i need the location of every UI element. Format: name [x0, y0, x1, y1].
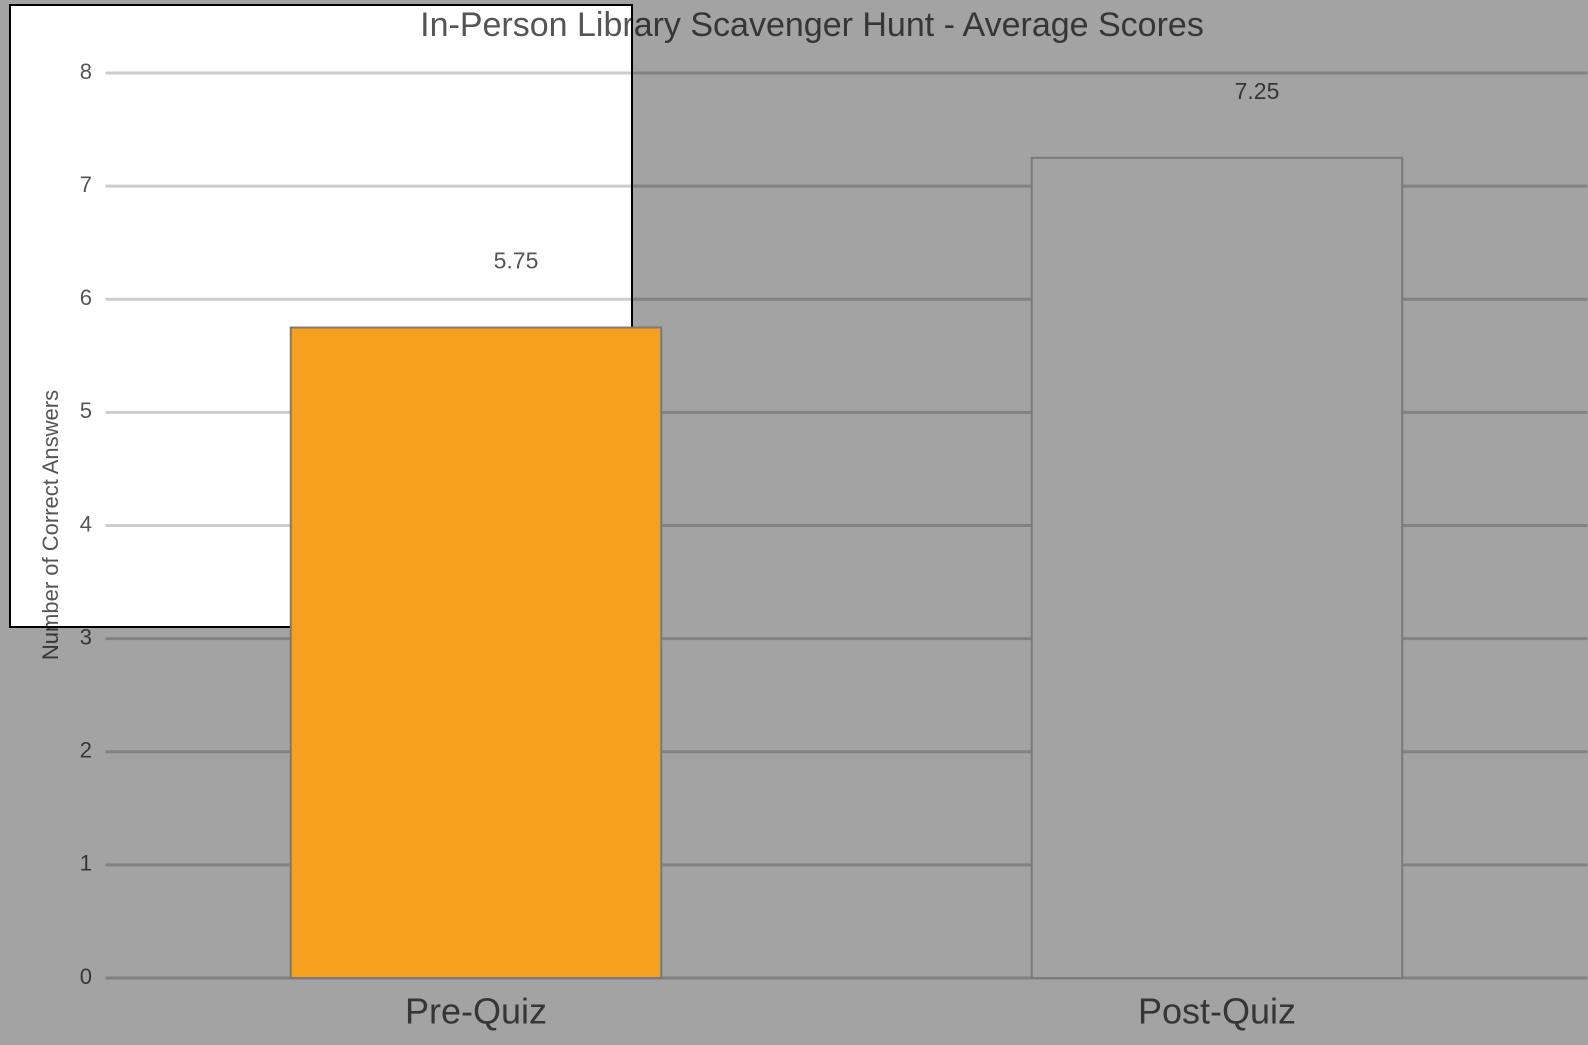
chart-title: In-Person Library Scavenger Hunt - Avera… — [420, 6, 1204, 44]
bar — [289, 326, 663, 979]
value-label: 7.25 — [1235, 78, 1280, 104]
x-tick-label: Post-Quiz — [1138, 991, 1296, 1032]
y-tick-label: 5 — [80, 398, 92, 423]
y-tick-label: 2 — [80, 738, 92, 763]
bars — [289, 156, 1404, 979]
x-tick-label: Pre-Quiz — [405, 991, 547, 1032]
y-tick-label: 1 — [80, 851, 92, 876]
labels: Pre-Quiz 5.75 Post-Quiz 7.25 — [405, 78, 1296, 1032]
y-tick-label: 6 — [80, 285, 92, 310]
value-label: 5.75 — [494, 248, 539, 274]
y-tick-label: 0 — [80, 964, 92, 989]
y-tick-label: 7 — [80, 172, 92, 197]
y-tick-label: 4 — [80, 511, 92, 536]
y-axis-title: Number of Correct Answers — [38, 390, 63, 660]
y-tick-label: 3 — [80, 624, 92, 649]
y-tick-label: 8 — [80, 59, 92, 84]
bar — [1030, 156, 1404, 979]
